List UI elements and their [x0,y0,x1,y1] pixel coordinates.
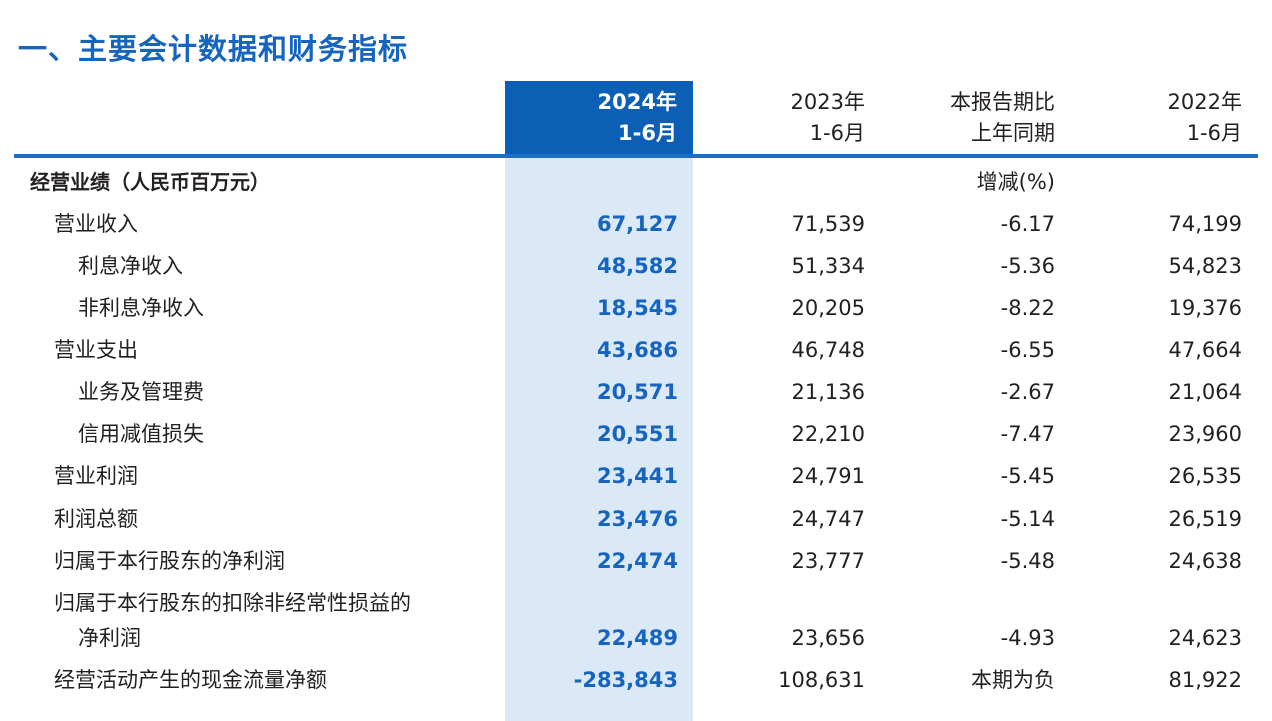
section-label: 经营业绩（人民币百万元） [30,170,270,194]
column-header-change: 本报告期比 上年同期 [880,87,1055,149]
row-value-change: -4.93 [1000,626,1055,650]
header-divider [14,154,1258,158]
row-value-2022: 21,064 [1168,380,1242,404]
row-value-2022: 19,376 [1168,296,1242,320]
row-label: 归属于本行股东的扣除非经常性损益的 [54,591,411,615]
row-value-2022: 24,623 [1168,626,1242,650]
row-value-change: 本期为负 [971,668,1055,692]
row-label: 非利息净收入 [78,296,204,320]
row-value-2023: 51,334 [791,254,865,278]
row-value-2022: 26,519 [1168,507,1242,531]
row-label: 利润总额 [54,507,138,531]
row-value-2022: 24,638 [1168,549,1242,573]
column-header-2023: 2023年 1-6月 [693,87,865,149]
column-header-2024-period: 1-6月 [618,121,677,145]
row-label: 归属于本行股东的净利润 [54,549,285,573]
row-value-2023: 23,656 [791,626,865,650]
row-value-2023: 23,777 [791,549,865,573]
row-value-2024: 48,582 [596,254,678,278]
row-value-2024: 23,441 [596,464,678,488]
row-label: 利息净收入 [78,254,183,278]
column-header-2022: 2022年 1-6月 [1070,87,1242,149]
column-header-2024: 2024年 1-6月 [505,87,677,149]
column-header-2023-period: 1-6月 [809,121,865,145]
row-value-change: -7.47 [1000,422,1055,446]
row-value-2024: 22,489 [596,626,678,650]
row-value-2023: 24,791 [791,464,865,488]
row-label-continued: 净利润 [78,626,141,650]
column-header-change-line1: 本报告期比 [950,90,1055,114]
current-period-header-background [505,81,693,156]
row-value-2024: 23,476 [596,507,678,531]
row-value-2024: 20,551 [596,422,678,446]
row-value-2024: 18,545 [596,296,678,320]
page-title: 一、主要会计数据和财务指标 [18,32,409,66]
row-value-2022: 54,823 [1168,254,1242,278]
row-value-2024: 22,474 [596,549,678,573]
column-header-2022-period: 1-6月 [1186,121,1242,145]
column-header-2022-year: 2022年 [1167,90,1242,114]
row-value-2023: 21,136 [791,380,865,404]
row-value-2022: 81,922 [1168,668,1242,692]
row-value-change: -5.36 [1000,254,1055,278]
row-value-2023: 22,210 [791,422,865,446]
row-value-2023: 71,539 [791,212,865,236]
row-value-2023: 20,205 [791,296,865,320]
current-period-column-background [505,81,693,721]
row-value-change: -5.48 [1000,549,1055,573]
row-label: 经营活动产生的现金流量净额 [54,668,327,692]
change-unit-label: 增减(%) [976,170,1055,194]
row-value-2022: 26,535 [1168,464,1242,488]
row-value-2024: -283,843 [573,668,678,692]
row-value-2022: 74,199 [1168,212,1242,236]
row-value-2023: 24,747 [791,507,865,531]
row-value-2024: 20,571 [596,380,678,404]
row-value-change: -6.55 [1000,338,1055,362]
row-label: 营业支出 [54,338,138,362]
row-value-2023: 46,748 [791,338,865,362]
column-header-2023-year: 2023年 [790,90,865,114]
row-value-2022: 47,664 [1168,338,1242,362]
row-label: 信用减值损失 [78,422,204,446]
row-value-2024: 43,686 [596,338,678,362]
row-label: 业务及管理费 [78,380,204,404]
row-value-2022: 23,960 [1168,422,1242,446]
row-value-change: -5.14 [1000,507,1055,531]
row-value-change: -2.67 [1000,380,1055,404]
row-label: 营业收入 [54,212,138,236]
row-value-2023: 108,631 [778,668,865,692]
row-value-change: -5.45 [1000,464,1055,488]
row-value-2024: 67,127 [596,212,678,236]
column-header-2024-year: 2024年 [597,90,677,114]
row-value-change: -8.22 [1000,296,1055,320]
row-label: 营业利润 [54,464,138,488]
row-value-change: -6.17 [1000,212,1055,236]
column-header-change-line2: 上年同期 [971,121,1055,145]
